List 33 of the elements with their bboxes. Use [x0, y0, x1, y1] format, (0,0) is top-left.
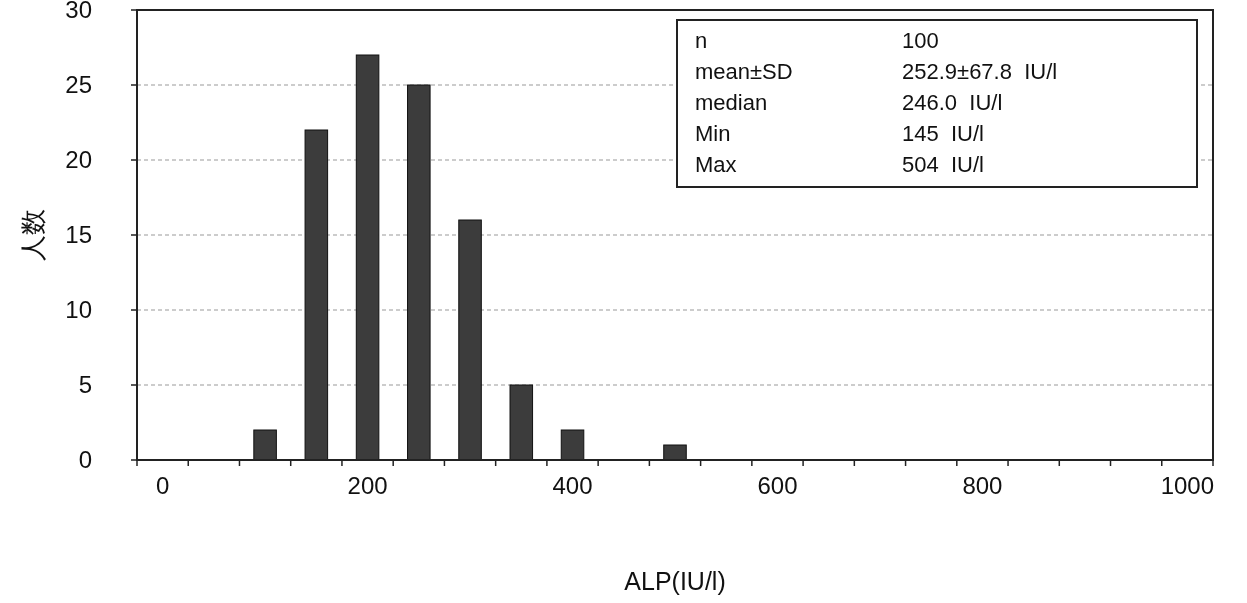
x-tick-label: 0 [155, 472, 170, 499]
annotation: 504 IU/l [902, 152, 984, 177]
annotation: Max [695, 152, 737, 177]
bar [355, 54, 380, 461]
annotation: Min [695, 121, 731, 146]
annotation: 145 IU/l [902, 121, 984, 146]
bar [458, 219, 482, 461]
x-tick-label: 400 [552, 472, 593, 499]
y-tick-label: 5 [78, 371, 92, 398]
y-tick-label: 10 [65, 296, 92, 323]
annotation: 252.9±67.8 IU/l [902, 59, 1058, 84]
bar [663, 444, 687, 461]
x-tick-label: 800 [962, 472, 1003, 499]
y-tick-label: 20 [65, 146, 92, 173]
x-tick-label: 1000 [1160, 472, 1215, 499]
annotation: n [695, 28, 708, 53]
y-axis-title: 人数 [18, 209, 48, 261]
annotation: 100 [902, 28, 939, 53]
annotation: mean±SD [695, 59, 793, 84]
x-axis-title: ALP(IU/l) [624, 567, 726, 595]
bar [407, 84, 431, 461]
y-tick-label: 15 [65, 221, 92, 248]
bar [509, 384, 534, 461]
y-tick-label: 0 [78, 446, 92, 473]
annotation: median [695, 90, 768, 115]
x-tick-label: 600 [757, 472, 798, 499]
annotation: 246.0 IU/l [902, 90, 1003, 115]
y-tick-label: 30 [65, 0, 92, 23]
bar [253, 429, 277, 461]
x-tick-label: 200 [347, 472, 388, 499]
bar [304, 129, 329, 461]
y-tick-label: 25 [65, 71, 92, 98]
bar [560, 429, 585, 461]
